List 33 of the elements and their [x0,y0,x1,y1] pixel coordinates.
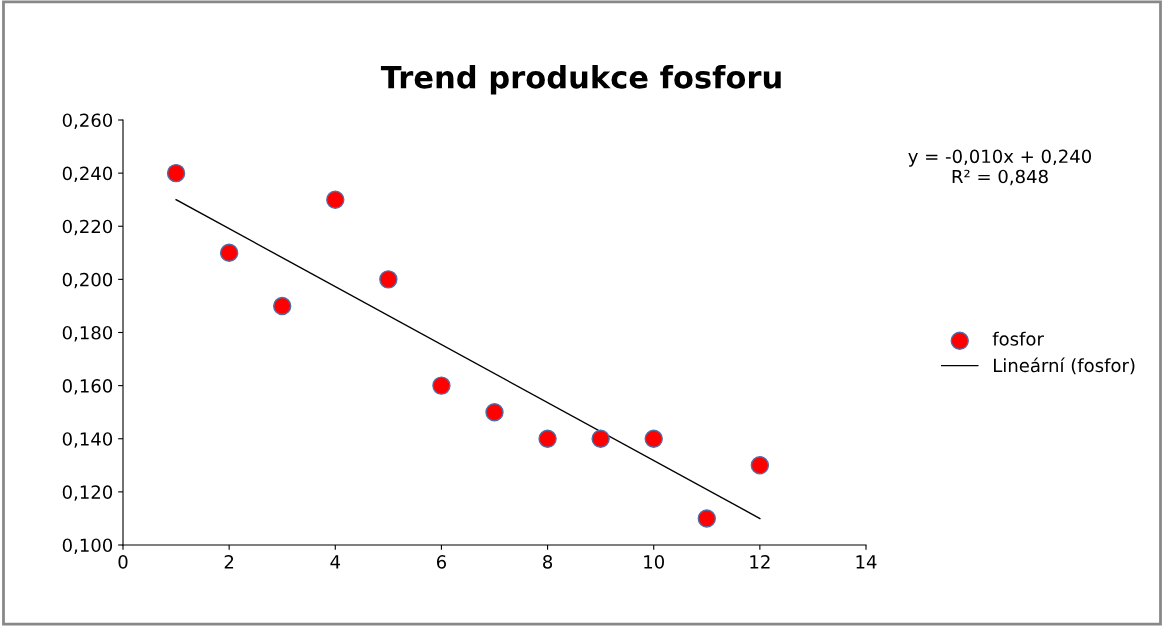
x-tick-label: 0 [118,555,128,569]
y-tick-label: 0,100 [62,538,113,554]
y-tick-label: 0,140 [62,432,113,448]
point [485,402,504,422]
y-tick-label: 0,160 [62,379,113,395]
x-tick-label: 14 [856,555,877,569]
x-tick-label: 8 [543,555,553,569]
y-tick-label: 0,220 [62,219,113,236]
point [644,429,663,448]
y-tick-label: 0,180 [62,325,113,342]
x-tick-label: 6 [436,555,447,569]
x-tick-label: 4 [330,555,341,569]
x-tick-label: 12 [750,555,770,569]
point [697,509,716,528]
chart-title: Trend produkce fosforu [380,65,781,95]
point [538,429,557,448]
x-tick-label: 2 [224,555,234,569]
point [273,296,292,316]
point [219,243,239,263]
point [166,163,186,183]
point [326,190,345,209]
legend-label: Lineární (fosfor) [994,357,1135,375]
y-tick-label: 0,200 [62,272,113,289]
y-tick-label: 0,120 [62,485,113,501]
point [379,270,398,289]
y-tick-label: 0,240 [62,166,113,183]
text: y = -0,010x + 0,240 R² = 0,848 [908,149,1092,186]
point [432,376,451,395]
y-tick-label: 0,260 [62,113,113,129]
x-tick-label: 10 [644,555,664,569]
point [591,429,610,448]
point [750,456,770,475]
legend-label: fosfor [992,331,1044,346]
